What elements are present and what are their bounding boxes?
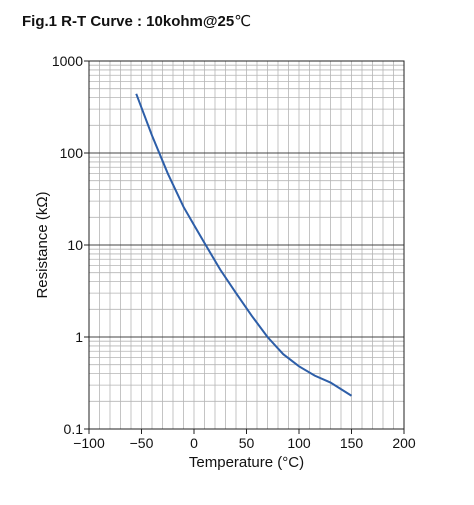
chart-title: Fig.1 R-T Curve : 10kohm@25℃ bbox=[22, 13, 252, 30]
x-tick-label: 150 bbox=[340, 435, 364, 451]
x-tick-label: −50 bbox=[130, 435, 154, 451]
x-axis: −100 −50 0 50 100 150 200 bbox=[73, 429, 416, 451]
y-tick-label: 10 bbox=[67, 237, 83, 253]
y-tick-label: 100 bbox=[60, 145, 84, 161]
x-tick-label: 200 bbox=[392, 435, 416, 451]
y-axis: 0.1 1 10 100 1000 bbox=[52, 53, 89, 437]
x-tick-label: 50 bbox=[239, 435, 255, 451]
rt-curve-line bbox=[135, 93, 353, 397]
x-tick-label: 0 bbox=[190, 435, 198, 451]
x-tick-label: −100 bbox=[73, 435, 105, 451]
x-tick-label: 100 bbox=[287, 435, 311, 451]
y-tick-label: 1000 bbox=[52, 53, 83, 69]
grid bbox=[89, 60, 404, 430]
y-axis-label: Resistance (kΩ) bbox=[34, 191, 51, 298]
x-axis-label: Temperature (°C) bbox=[189, 454, 304, 471]
y-tick-label: 1 bbox=[75, 329, 83, 345]
y-tick-label: 0.1 bbox=[64, 421, 84, 437]
